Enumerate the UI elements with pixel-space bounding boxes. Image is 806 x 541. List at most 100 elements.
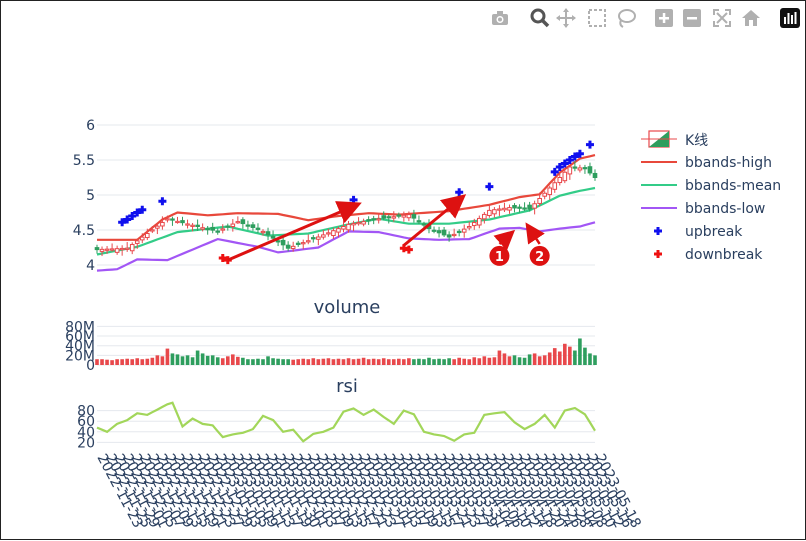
legend-item-upbreak[interactable]: upbreak — [654, 224, 743, 240]
candle-body — [180, 220, 185, 224]
box-select-icon[interactable] — [586, 7, 608, 29]
volume-bar — [170, 353, 175, 365]
volume-bar — [100, 359, 104, 365]
main-y-tick-label: 4.5 — [73, 223, 95, 239]
volume-bar — [175, 354, 180, 365]
reset-home-icon[interactable] — [740, 7, 762, 29]
volume-bar — [346, 358, 351, 365]
volume-bar — [180, 356, 185, 365]
pan-icon[interactable] — [555, 7, 577, 29]
volume-bar — [547, 352, 552, 365]
legend-item-bbands-low[interactable]: bbands-low — [641, 201, 765, 217]
volume-bar — [165, 348, 170, 365]
volume-bars — [95, 338, 597, 365]
volume-bar — [462, 358, 467, 365]
volume-bar — [492, 357, 497, 365]
candle-body — [275, 240, 281, 243]
candle-body — [522, 207, 527, 210]
candle-body — [210, 226, 215, 231]
candle-body — [466, 226, 472, 229]
trend-arrow — [227, 201, 362, 262]
rsi-y-tick-label: 80 — [77, 404, 95, 420]
volume-bar — [150, 357, 155, 365]
candle-body — [185, 223, 190, 226]
volume-gridlines — [97, 325, 595, 366]
rsi-y-tick-label: 60 — [77, 414, 95, 430]
zoom-out-icon[interactable] — [681, 7, 703, 29]
candle-body — [361, 221, 366, 225]
candle-body — [507, 207, 512, 211]
volume-bar — [552, 348, 557, 365]
candle-body — [104, 248, 110, 251]
rsi-series-line — [96, 401, 596, 443]
autoscale-icon[interactable] — [711, 7, 733, 29]
lasso-icon[interactable] — [615, 7, 637, 29]
volume-bar — [200, 353, 205, 365]
plotly-logo-icon[interactable] — [779, 7, 801, 29]
legend-item-bbands-mean[interactable]: bbands-mean — [641, 178, 781, 194]
volume-bar — [542, 355, 547, 365]
volume-bar — [391, 359, 396, 365]
legend-item-bbands-high[interactable]: bbands-high — [641, 155, 772, 171]
upbreak-marker — [485, 182, 494, 191]
candle-body — [406, 214, 412, 219]
volume-bar — [467, 359, 472, 365]
upbreak-marker — [585, 140, 594, 149]
candle-body — [547, 187, 553, 196]
candle-body — [311, 237, 316, 240]
candle-body — [240, 219, 246, 225]
volume-bar — [532, 353, 537, 365]
candle-body — [99, 248, 105, 252]
candle-body — [542, 192, 547, 197]
candle-body — [572, 166, 578, 169]
upbreak-marker — [138, 205, 147, 214]
candle-body — [155, 225, 160, 229]
candle-body — [270, 235, 276, 239]
volume-bar — [331, 359, 336, 365]
volume-bar — [472, 357, 477, 365]
volume-bar — [276, 358, 280, 365]
volume-bar — [225, 356, 230, 365]
candle-body — [139, 236, 145, 241]
zoom-icon[interactable] — [529, 7, 551, 29]
volume-bar — [412, 359, 416, 365]
volume-bar — [397, 358, 401, 365]
zoom-in-icon[interactable] — [653, 7, 675, 29]
candle-body — [446, 234, 452, 238]
candle-body — [129, 244, 135, 252]
volume-y-tick-label: 20M — [65, 348, 95, 364]
candle-body — [557, 177, 563, 184]
candle-body — [150, 229, 155, 232]
candle-body — [471, 221, 477, 227]
volume-bar — [336, 358, 341, 365]
legend-item-downbreak[interactable]: downbreak — [654, 247, 763, 263]
volume-y-tick-label: 40M — [65, 339, 95, 355]
candle-body — [371, 218, 376, 221]
camera-icon[interactable] — [489, 7, 511, 29]
candle-body — [451, 233, 457, 237]
legend-item-kline[interactable]: K线 — [641, 130, 708, 149]
volume-bar — [251, 359, 255, 365]
candle-body — [295, 242, 301, 245]
volume-y-tick-label: 60M — [65, 329, 95, 345]
rsi-line — [96, 401, 596, 443]
volume-bar — [241, 357, 245, 365]
volume-bar — [210, 355, 215, 365]
candle-body — [502, 207, 507, 211]
volume-bar — [195, 350, 200, 365]
trend-arrow — [402, 194, 467, 247]
volume-bar — [271, 358, 275, 365]
volume-bar — [563, 343, 567, 365]
candle-body — [215, 230, 221, 233]
legend-label-bbands-high: bbands-high — [685, 155, 772, 171]
candle-body — [497, 208, 502, 211]
candle-body — [124, 247, 130, 250]
candle-body — [482, 213, 487, 220]
upbreak-marker — [550, 167, 559, 176]
volume-bar — [190, 357, 195, 365]
main-y-tick-labels: 4 4.5 5 5.5 6 — [73, 118, 95, 274]
downbreak-marker — [404, 245, 413, 254]
volume-bar — [125, 358, 129, 365]
